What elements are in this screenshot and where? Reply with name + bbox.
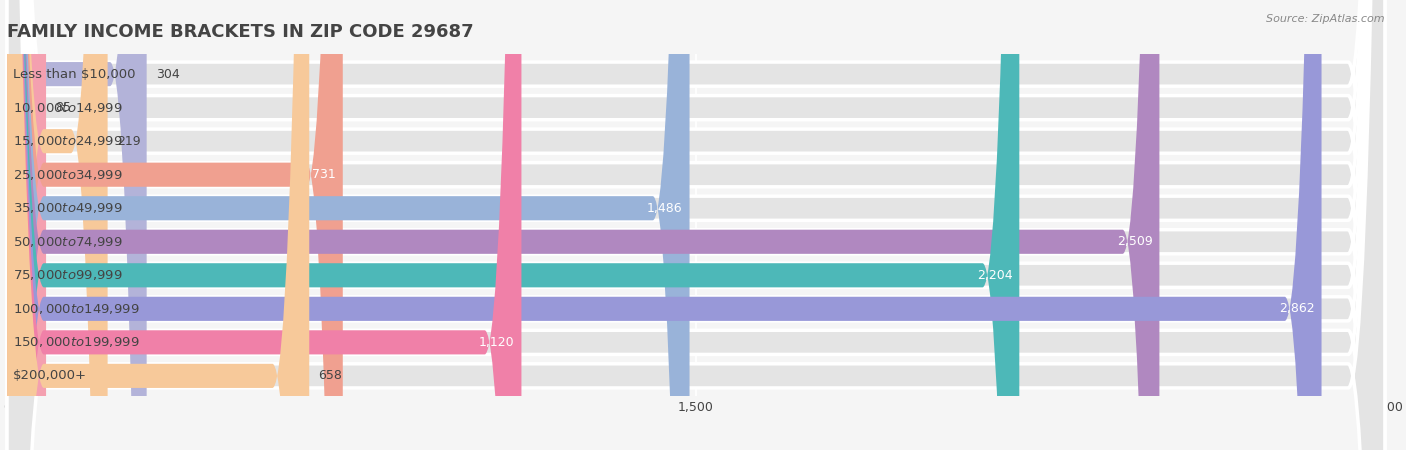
FancyBboxPatch shape	[7, 0, 146, 450]
Text: 1,120: 1,120	[479, 336, 515, 349]
FancyBboxPatch shape	[7, 0, 1385, 450]
FancyBboxPatch shape	[7, 0, 1160, 450]
FancyBboxPatch shape	[7, 0, 1019, 450]
FancyBboxPatch shape	[7, 0, 309, 450]
Text: $150,000 to $199,999: $150,000 to $199,999	[13, 335, 139, 349]
Text: $10,000 to $14,999: $10,000 to $14,999	[13, 101, 122, 115]
Text: $50,000 to $74,999: $50,000 to $74,999	[13, 235, 122, 249]
FancyBboxPatch shape	[7, 0, 522, 450]
FancyBboxPatch shape	[7, 0, 1385, 450]
FancyBboxPatch shape	[7, 0, 1322, 450]
FancyBboxPatch shape	[7, 0, 46, 450]
Text: 2,862: 2,862	[1279, 302, 1315, 315]
Text: 219: 219	[117, 135, 141, 148]
FancyBboxPatch shape	[7, 0, 1385, 450]
Text: 2,204: 2,204	[977, 269, 1012, 282]
FancyBboxPatch shape	[7, 0, 1385, 450]
Text: 85: 85	[55, 101, 72, 114]
Text: 304: 304	[156, 68, 180, 81]
Text: FAMILY INCOME BRACKETS IN ZIP CODE 29687: FAMILY INCOME BRACKETS IN ZIP CODE 29687	[7, 23, 474, 41]
Text: $200,000+: $200,000+	[13, 369, 87, 382]
Text: 731: 731	[312, 168, 336, 181]
Text: $15,000 to $24,999: $15,000 to $24,999	[13, 134, 122, 148]
FancyBboxPatch shape	[7, 0, 1385, 450]
Text: 1,486: 1,486	[647, 202, 683, 215]
FancyBboxPatch shape	[7, 0, 1385, 450]
Text: $75,000 to $99,999: $75,000 to $99,999	[13, 268, 122, 282]
FancyBboxPatch shape	[7, 0, 1385, 450]
Text: $35,000 to $49,999: $35,000 to $49,999	[13, 201, 122, 215]
FancyBboxPatch shape	[7, 0, 343, 450]
Text: 2,509: 2,509	[1116, 235, 1153, 248]
FancyBboxPatch shape	[7, 0, 108, 450]
Text: $25,000 to $34,999: $25,000 to $34,999	[13, 168, 122, 182]
FancyBboxPatch shape	[7, 0, 689, 450]
Text: Less than $10,000: Less than $10,000	[13, 68, 135, 81]
FancyBboxPatch shape	[7, 0, 1385, 450]
Text: 658: 658	[318, 369, 342, 382]
Text: $100,000 to $149,999: $100,000 to $149,999	[13, 302, 139, 316]
Text: Source: ZipAtlas.com: Source: ZipAtlas.com	[1267, 14, 1385, 23]
FancyBboxPatch shape	[7, 0, 1385, 450]
FancyBboxPatch shape	[7, 0, 1385, 450]
